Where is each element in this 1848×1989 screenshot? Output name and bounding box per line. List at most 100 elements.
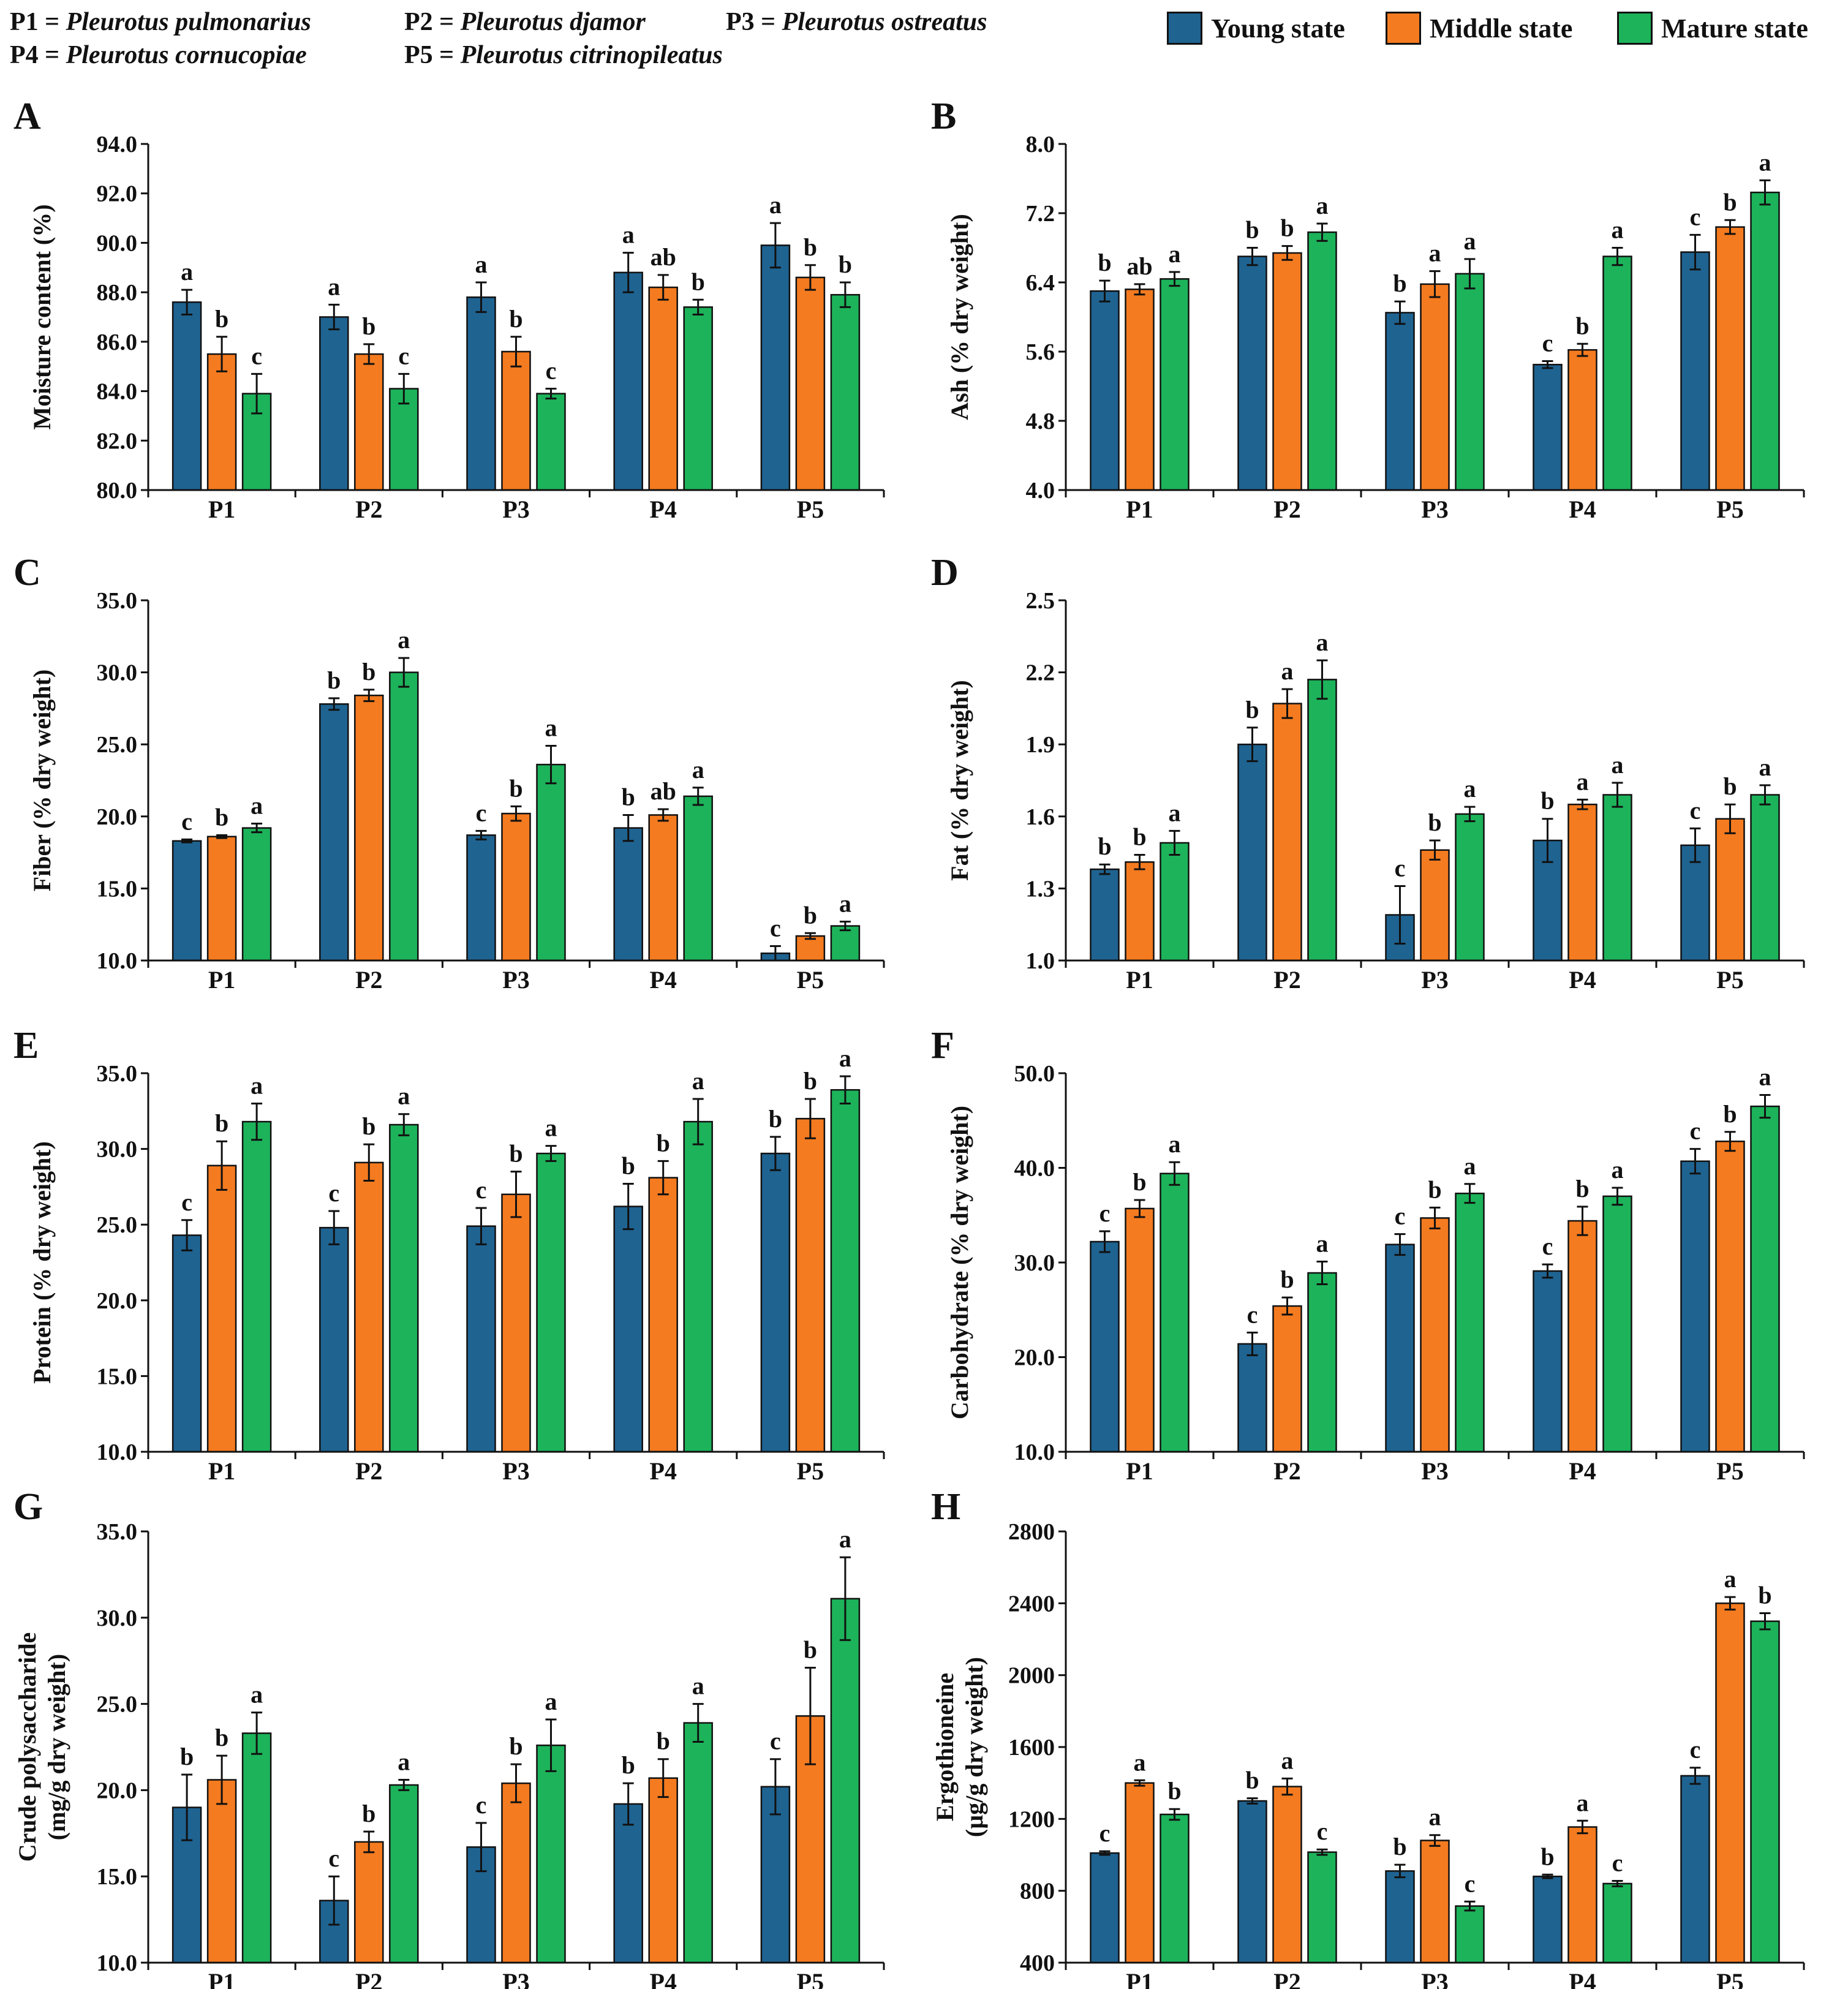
significance-letter: b bbox=[327, 666, 341, 694]
bar-p1-young bbox=[1090, 1240, 1120, 1453]
species-key-p5: P5 = Pleurotus citrinopileatus bbox=[404, 41, 723, 69]
x-tick-label: P1 bbox=[208, 1457, 235, 1485]
significance-letter: a bbox=[251, 1681, 263, 1708]
y-tick-label: 40.0 bbox=[1014, 1156, 1055, 1182]
y-tick-label: 1600 bbox=[1008, 1735, 1055, 1761]
bar-p4-mature bbox=[1602, 255, 1632, 491]
significance-letter: a bbox=[545, 1114, 557, 1142]
bar-p2-mature bbox=[389, 1123, 419, 1453]
significance-letter: a bbox=[398, 1748, 410, 1776]
significance-letter: ab bbox=[651, 777, 676, 805]
significance-letter: b bbox=[1428, 1176, 1441, 1203]
significance-letter: c bbox=[1099, 1819, 1111, 1847]
x-tick-label: P2 bbox=[355, 1457, 382, 1485]
significance-letter: c bbox=[1395, 1202, 1406, 1230]
significance-letter: c bbox=[1690, 203, 1701, 230]
panel-letter: B bbox=[931, 96, 956, 137]
significance-letter: a bbox=[1759, 753, 1771, 781]
significance-letter: a bbox=[1316, 628, 1329, 656]
y-axis-label: Crude polysaccharide(mg/g dry weight) bbox=[13, 1632, 70, 1862]
significance-letter: b bbox=[1428, 809, 1441, 836]
y-tick-label: 1.6 bbox=[1026, 804, 1055, 830]
bar-p1-mature bbox=[1160, 278, 1190, 491]
y-tick-label: 25.0 bbox=[97, 1212, 138, 1238]
x-tick-label: P2 bbox=[1273, 1457, 1300, 1485]
y-tick-label: 84.0 bbox=[97, 379, 138, 405]
bar-p5-mature bbox=[830, 925, 861, 962]
bar-p1-middle bbox=[206, 836, 237, 962]
bar-p3-middle bbox=[501, 1782, 531, 1964]
significance-letter: c bbox=[1542, 330, 1553, 357]
bar-p2-mature bbox=[1307, 1272, 1337, 1453]
legend-swatch-middle bbox=[1386, 12, 1421, 45]
significance-letter: c bbox=[546, 357, 557, 385]
y-tick-label: 2.5 bbox=[1026, 588, 1055, 614]
bar-p4-young bbox=[1533, 1270, 1563, 1453]
significance-letter: c bbox=[1395, 854, 1406, 881]
bar-p3-mature bbox=[536, 393, 566, 491]
bar-p1-mature bbox=[1160, 1813, 1190, 1964]
x-tick-label: P4 bbox=[1569, 496, 1596, 523]
x-tick-label: P5 bbox=[797, 1457, 824, 1485]
y-tick-label: 400 bbox=[1020, 1950, 1055, 1976]
x-tick-label: P3 bbox=[502, 1968, 529, 1989]
significance-letter: b bbox=[769, 1105, 782, 1133]
species-key-p2: P2 = Pleurotus djamor bbox=[404, 8, 646, 36]
significance-letter: b bbox=[692, 268, 705, 295]
x-tick-label: P1 bbox=[1126, 496, 1153, 523]
significance-letter: a bbox=[692, 1067, 704, 1095]
significance-letter: b bbox=[1723, 1100, 1737, 1128]
bar-p2-mature bbox=[389, 671, 419, 962]
bar-p1-young bbox=[1090, 290, 1120, 491]
bar-p3-young bbox=[1385, 312, 1415, 491]
x-tick-label: P3 bbox=[502, 966, 529, 994]
x-tick-label: P2 bbox=[1273, 496, 1300, 523]
y-tick-label: 10.0 bbox=[97, 948, 138, 974]
x-tick-label: P4 bbox=[649, 966, 676, 994]
bar-p2-middle bbox=[1272, 252, 1302, 491]
x-tick-label: P1 bbox=[1126, 1968, 1153, 1989]
legend-swatch-mature bbox=[1617, 12, 1653, 45]
bar-p3-middle bbox=[1420, 1840, 1450, 1964]
x-tick-label: P5 bbox=[797, 966, 824, 994]
bar-p3-mature bbox=[1455, 1905, 1485, 1964]
bar-p3-mature bbox=[1455, 813, 1485, 962]
x-tick-label: P3 bbox=[1421, 966, 1448, 994]
significance-letter: a bbox=[1281, 657, 1294, 685]
y-tick-label: 15.0 bbox=[97, 876, 138, 902]
significance-letter: c bbox=[328, 1179, 339, 1207]
bar-p2-mature bbox=[389, 1784, 419, 1964]
bar-p3-mature bbox=[536, 1744, 566, 1964]
y-tick-label: 20.0 bbox=[97, 804, 138, 830]
significance-letter: c bbox=[398, 342, 409, 369]
significance-letter: a bbox=[1169, 240, 1181, 268]
x-tick-label: P3 bbox=[502, 1457, 529, 1485]
bar-p2-young bbox=[319, 316, 349, 491]
x-tick-label: P2 bbox=[355, 496, 382, 523]
significance-letter: b bbox=[1133, 1168, 1146, 1196]
bar-p4-mature bbox=[683, 795, 713, 962]
y-tick-label: 94.0 bbox=[97, 132, 138, 157]
significance-letter: a bbox=[692, 1672, 704, 1700]
significance-letter: a bbox=[1316, 192, 1329, 219]
bar-p2-middle bbox=[1272, 703, 1302, 962]
y-tick-label: 25.0 bbox=[97, 732, 138, 758]
y-tick-label: 30.0 bbox=[97, 1606, 138, 1631]
bar-p2-young bbox=[319, 1226, 349, 1453]
panel-letter: H bbox=[931, 1486, 960, 1528]
y-tick-label: 15.0 bbox=[97, 1364, 138, 1389]
significance-letter: b bbox=[215, 803, 228, 831]
y-tick-label: 82.0 bbox=[97, 428, 138, 454]
bar-p5-young bbox=[1680, 844, 1710, 962]
significance-letter: b bbox=[1541, 787, 1554, 815]
significance-letter: b bbox=[1098, 249, 1111, 276]
legend-young: Young state bbox=[1167, 9, 1345, 48]
bar-p3-young bbox=[466, 834, 496, 962]
chart-panel-a: A 80.0 82.0 84.0 86.0 88.0 90.0 92.0 94.0 Moistur… bbox=[13, 96, 885, 523]
bar-p1-middle bbox=[1125, 1207, 1155, 1453]
y-axis-label: Carbohydrate (% dry weight) bbox=[946, 1106, 973, 1419]
x-tick-label: P4 bbox=[649, 1457, 676, 1485]
